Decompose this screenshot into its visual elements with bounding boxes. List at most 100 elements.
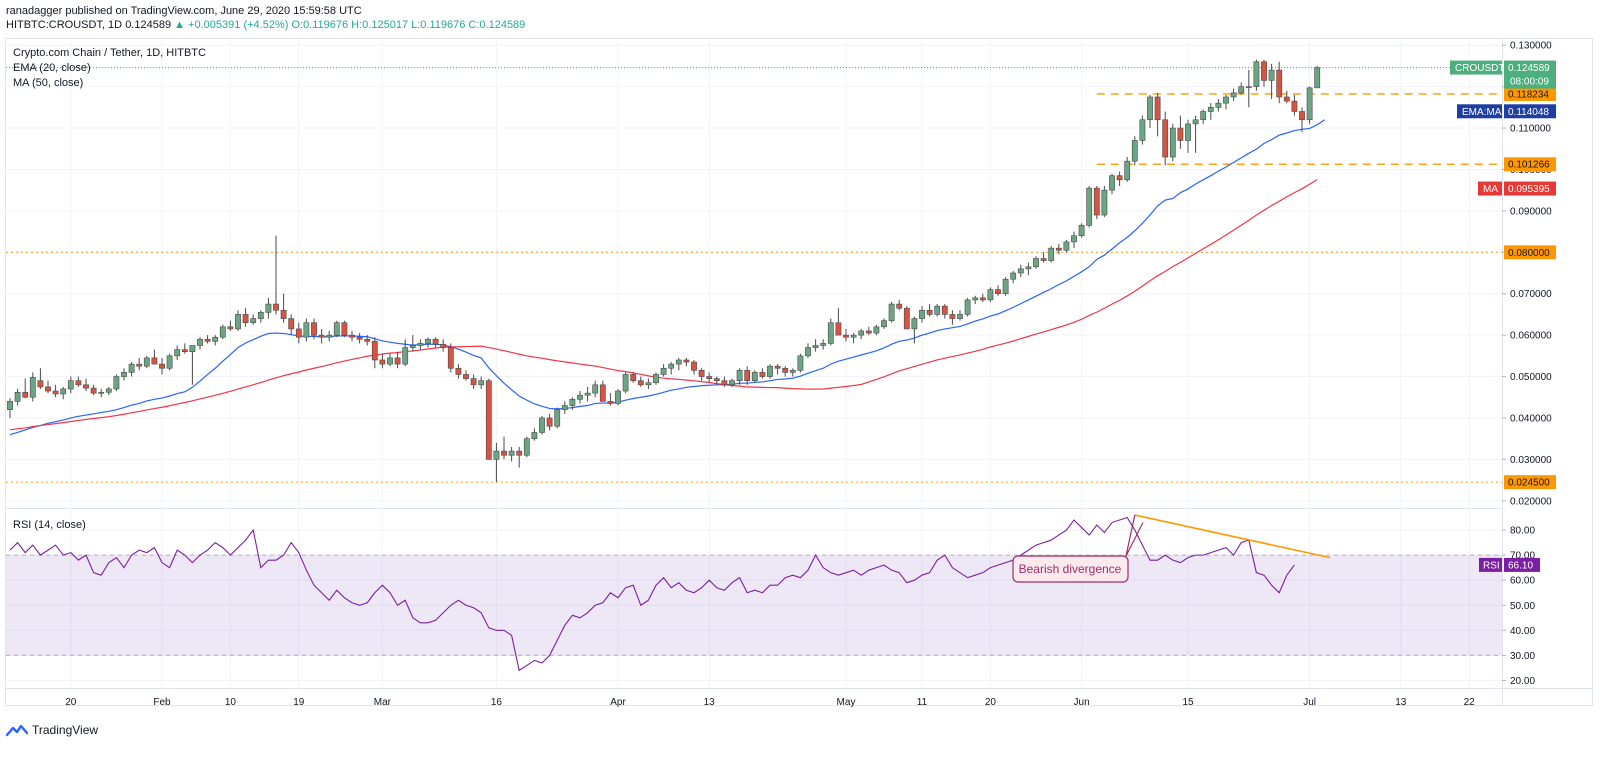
candle-up (1306, 87, 1313, 121)
candle-up (523, 438, 530, 456)
ma-value-tag (1504, 181, 1556, 196)
candle-down (37, 380, 44, 388)
candle-up (219, 326, 226, 338)
candle-up (121, 372, 127, 377)
divergence-callout-box[interactable] (1012, 555, 1129, 583)
tradingview-footer[interactable]: TradingView (6, 723, 98, 737)
candle-down (455, 367, 462, 375)
candle-up (751, 372, 758, 381)
candle-down (204, 338, 211, 342)
candle-down (22, 391, 29, 398)
candle-up (402, 347, 409, 365)
level-price-tag (1504, 245, 1556, 260)
candle-down (949, 314, 956, 319)
candle-up (508, 450, 515, 456)
candle-up (919, 309, 925, 319)
divergence-trend-line[interactable] (1134, 514, 1331, 559)
time-tick-label: May (837, 697, 856, 708)
candle-down (356, 336, 363, 340)
candle-up (1063, 241, 1070, 251)
candle-up (873, 326, 880, 334)
candle-down (83, 384, 89, 389)
price-tick-label: 0.030000 (1510, 455, 1552, 466)
bar-countdown-label: 08:00:09 (1510, 77, 1549, 88)
candle-down (637, 380, 644, 386)
candle-up (493, 450, 500, 460)
candle-down (835, 322, 842, 336)
candle-up (675, 359, 682, 365)
candle-up (250, 318, 257, 323)
publisher-line: ranadagger published on TradingView.com,… (6, 5, 362, 17)
candle-up (1253, 61, 1260, 87)
candle-up (326, 334, 333, 338)
candle-up (417, 343, 424, 346)
candle-up (1002, 278, 1009, 295)
candle-up (425, 338, 431, 344)
candle-up (333, 322, 340, 336)
candle-up (858, 330, 865, 336)
ma-legend: MA (50, close) (13, 77, 83, 89)
candle-down (516, 450, 523, 456)
candle-down (349, 334, 355, 338)
candle-up (128, 363, 135, 373)
candle-down (941, 305, 948, 315)
candle-down (440, 343, 447, 348)
price-tick-label: 0.070000 (1510, 289, 1552, 300)
candle-up (67, 380, 74, 390)
candle-down (432, 338, 439, 345)
level-price-tag-label: 0.118234 (1508, 89, 1549, 100)
time-tick-label: 20 (985, 697, 997, 708)
candle-up (143, 357, 150, 367)
rsi-legend: RSI (14, close) (13, 519, 86, 531)
candle-up (539, 417, 545, 433)
candle-up (1147, 96, 1153, 121)
candle-up (1124, 160, 1131, 181)
candle-up (1131, 140, 1138, 162)
symbol-name-tag (1450, 60, 1502, 75)
candle-up (303, 322, 310, 338)
candle-down (501, 450, 507, 456)
time-tick-label: 10 (225, 697, 237, 708)
candle-up (1071, 235, 1077, 243)
candle-up (1048, 247, 1055, 261)
candle-up (409, 345, 416, 348)
price-tick-label: 0.110000 (1510, 124, 1551, 135)
price-tick-label: 0.050000 (1510, 372, 1552, 383)
candle-down (90, 387, 97, 394)
candle-down (242, 314, 249, 323)
candle-down (1261, 61, 1267, 81)
divergence-callout-label: Bearish divergence (1019, 562, 1122, 576)
candle-up (577, 394, 583, 400)
candle-up (622, 374, 629, 392)
candle-down (52, 390, 59, 395)
candle-up (212, 336, 219, 342)
candle-down (280, 309, 287, 319)
candle-up (174, 349, 181, 357)
candle-down (683, 359, 690, 363)
candle-up (1207, 107, 1214, 112)
chart-frame[interactable] (5, 38, 1593, 706)
candle-up (569, 399, 576, 406)
rsi-overbought-oversold-band (6, 555, 1502, 656)
candle-up (1238, 86, 1245, 94)
candle-up (1185, 123, 1191, 141)
candle-up (7, 401, 13, 410)
candle-down (75, 380, 82, 386)
candle-down (843, 334, 849, 338)
candle-down (713, 378, 720, 381)
candle-down (341, 322, 348, 336)
candle-down (1093, 187, 1100, 216)
candle-up (1139, 119, 1146, 141)
rsi-value-tag (1504, 557, 1540, 572)
candle-up (105, 388, 112, 393)
last-price: 0.124589 (125, 19, 172, 31)
candle-down (721, 380, 728, 386)
candle-up (827, 322, 834, 344)
price-tick-label: 0.130000 (1510, 41, 1552, 52)
candle-down (903, 307, 910, 330)
candle-up (660, 367, 667, 375)
candle-up (98, 391, 105, 394)
candle-down (136, 363, 143, 367)
candle-up (789, 370, 796, 373)
